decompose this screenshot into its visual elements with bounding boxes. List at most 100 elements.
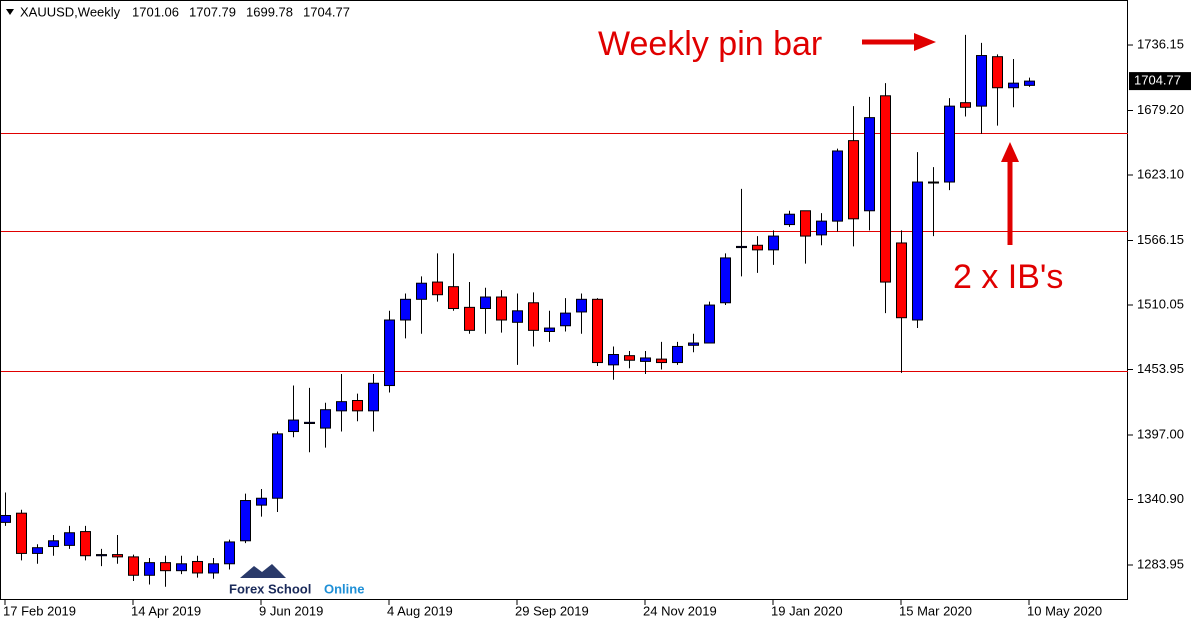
annotation: Weekly pin bar — [598, 25, 822, 63]
menu-triangle — [6, 9, 14, 15]
x-tick-label: 4 Aug 2019 — [387, 603, 453, 618]
annotation: 2 x IB's — [953, 258, 1063, 296]
candle-body — [112, 554, 123, 558]
candle-body — [256, 497, 267, 506]
candle-body — [656, 358, 667, 364]
candle-body — [176, 563, 187, 572]
candle-body — [960, 102, 971, 108]
candle-body — [208, 563, 219, 574]
y-tick-label: 1397.00 — [1137, 426, 1184, 441]
candle-body — [544, 327, 555, 333]
candle-body — [688, 342, 699, 346]
candle-body — [1008, 82, 1019, 89]
candle-body — [832, 150, 843, 222]
candle-body — [1024, 80, 1035, 86]
candle-body — [528, 302, 539, 331]
x-tick-label: 24 Nov 2019 — [643, 603, 717, 618]
candle-body — [624, 355, 635, 361]
x-tick-label: 10 May 2020 — [1027, 603, 1102, 618]
y-tick-label: 1566.15 — [1137, 232, 1184, 247]
candle-body — [368, 382, 379, 412]
candle-body — [0, 514, 11, 523]
candle-body — [736, 245, 747, 249]
candle-body — [704, 304, 715, 344]
y-tick-label: 1283.95 — [1137, 556, 1184, 571]
candle-body — [816, 220, 827, 236]
candle-body — [464, 306, 475, 331]
candle-body — [128, 556, 139, 576]
ohlc-close: 1704.77 — [303, 4, 350, 19]
candle-body — [896, 242, 907, 319]
logo-text: Forex School — [229, 581, 311, 596]
x-tick-label: 9 Jun 2019 — [259, 603, 323, 618]
y-tick-label: 1736.15 — [1137, 36, 1184, 51]
candle-body — [608, 354, 619, 366]
x-tick-label: 14 Apr 2019 — [131, 603, 201, 618]
y-tick-label: 1679.20 — [1137, 102, 1184, 117]
candle-body — [752, 244, 763, 251]
ohlc-open: 1701.06 — [132, 4, 179, 19]
price-label-box — [1129, 72, 1191, 91]
candle-body — [880, 95, 891, 283]
arrow-head — [914, 33, 936, 51]
y-tick-label: 1340.90 — [1137, 491, 1184, 506]
candle-body — [192, 560, 203, 574]
candle-body — [944, 105, 955, 183]
candle-body — [64, 532, 75, 546]
candle-body — [224, 541, 235, 565]
candle-body — [416, 282, 427, 300]
candle-body — [512, 310, 523, 323]
candle-body — [432, 281, 443, 296]
ohlc-low: 1699.78 — [246, 4, 293, 19]
candle-body — [672, 345, 683, 364]
candle-body — [560, 312, 571, 327]
candle-body — [272, 433, 283, 499]
candle-body — [336, 401, 347, 412]
candle-body — [288, 419, 299, 433]
candle-body — [304, 421, 315, 424]
candle-body — [496, 296, 507, 321]
candle-body — [928, 181, 939, 184]
arrow-head — [1001, 142, 1019, 162]
candle-body — [768, 235, 779, 251]
candle-body — [800, 210, 811, 237]
candle-body — [240, 500, 251, 542]
candle-body — [720, 257, 731, 304]
candle-body — [80, 531, 91, 557]
candle-body — [912, 181, 923, 321]
candle-body — [384, 319, 395, 387]
symbol: XAUUSD,Weekly — [20, 4, 121, 19]
x-tick-label: 15 Mar 2020 — [899, 603, 972, 618]
candle-body — [160, 562, 171, 572]
candle-body — [976, 55, 987, 107]
candle-body — [592, 298, 603, 364]
candle-body — [352, 399, 363, 412]
candle-body — [48, 540, 59, 548]
candle-body — [576, 298, 587, 313]
candle-body — [640, 357, 651, 362]
candle-body — [16, 512, 27, 554]
candle-body — [448, 286, 459, 310]
y-tick-label: 1453.95 — [1137, 361, 1184, 376]
plot-frame — [0, 0, 1128, 600]
candle-body — [992, 56, 1003, 89]
candle-body — [848, 140, 859, 220]
x-tick-label: 17 Feb 2019 — [3, 603, 76, 618]
candle-body — [96, 554, 107, 557]
candle-body — [864, 117, 875, 212]
x-tick-label: 29 Sep 2019 — [515, 603, 589, 618]
candle-body — [784, 213, 795, 226]
y-tick-label: 1623.10 — [1137, 166, 1184, 181]
x-tick-label: 19 Jan 2020 — [771, 603, 843, 618]
y-tick-label: 1510.05 — [1137, 296, 1184, 311]
logo-icon — [240, 564, 286, 578]
logo-text: Online — [324, 581, 364, 596]
candle-body — [480, 296, 491, 310]
candle-body — [144, 562, 155, 576]
candle-body — [320, 409, 331, 429]
candle-body — [400, 298, 411, 321]
ohlc-high: 1707.79 — [189, 4, 236, 19]
candle-body — [32, 547, 43, 554]
price-label: 1704.77 — [1134, 73, 1181, 88]
